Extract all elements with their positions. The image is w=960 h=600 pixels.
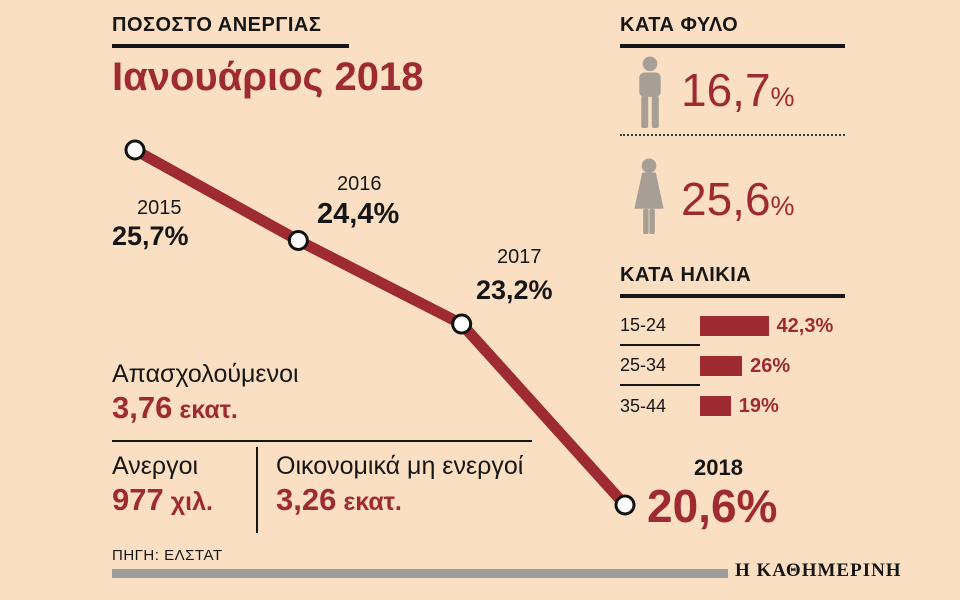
inactive-number: 3,26 [276,482,337,517]
female-rate: 25,6% [681,172,795,226]
age-bar [700,356,743,376]
page-title: Ιανουάριος 2018 [112,55,424,99]
inactive-label: Οικονομικά μη ενεργοί [276,452,524,480]
point-value-label-2015: 25,7% [112,221,189,251]
female-rate-number: 25,6 [681,173,771,225]
age-value-label: 26% [750,354,791,377]
male-rate-number: 16,7 [681,64,771,116]
employed-label: Απασχολούμενοι [112,360,299,388]
kicker: ΠΟΣΟΣΤΟ ΑΝΕΡΓΙΑΣ [112,14,349,48]
unemployed-unit: χιλ. [170,488,213,516]
age-row: 35-44 19% [620,386,890,426]
source-note: ΠΗΓΗ: ΕΛΣΤΑΤ [112,547,223,564]
publisher-logo: Η ΚΑΘΗΜΕΡΙΝΗ [735,560,902,581]
unemployed-label: Ανεργοι [112,452,199,480]
inactive-unit: εκατ. [343,488,402,516]
point-value-label-2016: 24,4% [317,198,400,230]
male-rate: 16,7% [681,63,795,117]
age-bar [700,316,769,336]
age-section-heading: ΚΑΤΑ ΗΛΙΚΙΑ [620,264,845,298]
male-rate-percent: % [770,82,795,112]
unemployed-number: 977 [112,482,164,517]
age-value-label: 19% [738,394,779,417]
stats-horizontal-divider [112,440,532,442]
point-year-label-2015: 2015 [137,197,182,219]
point-year-label-2017: 2017 [497,246,542,268]
age-range-label: 15-24 [620,306,700,346]
age-bar-chart: 15-24 42,3% 25-34 26% 35-44 19% [620,306,890,426]
employed-unit: εκατ. [179,396,238,424]
age-range-label: 25-34 [620,346,700,386]
point-year-label-2018: 2018 [694,455,743,480]
point-value-label-2018: 20,6% [647,480,778,532]
employed-value: 3,76 εκατ. [112,390,238,426]
point-value-label-2017: 23,2% [476,275,553,305]
unemployed-value: 977 χιλ. [112,482,213,518]
age-row: 25-34 26% [620,346,890,386]
age-range-label: 35-44 [620,395,667,416]
female-figure-icon [634,158,664,235]
age-value-label: 42,3% [776,314,834,337]
gender-dotted-divider [620,134,845,136]
male-figure-icon [639,56,661,129]
inactive-value: 3,26 εκατ. [276,482,402,518]
gender-section-heading: ΚΑΤΑ ΦΥΛΟ [620,14,845,48]
age-row: 15-24 42,3% [620,306,890,346]
employed-number: 3,76 [112,390,173,425]
footer-bar [112,569,728,578]
point-year-label-2016: 2016 [337,173,382,195]
age-bar [700,396,731,416]
stats-vertical-divider [256,447,258,533]
female-rate-percent: % [770,191,795,221]
